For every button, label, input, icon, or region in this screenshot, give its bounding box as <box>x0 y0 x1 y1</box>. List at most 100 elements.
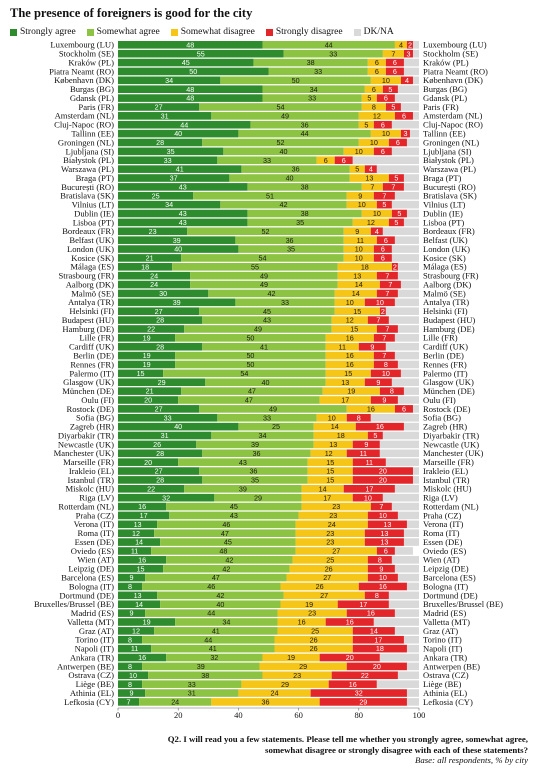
data-label: 29 <box>281 680 289 689</box>
bar-segment-strongly-disagree <box>403 49 413 58</box>
data-label: 44 <box>301 129 309 138</box>
data-label: 24 <box>271 689 279 698</box>
bar-segment-somewhat-agree <box>262 94 362 102</box>
category-label-right: Rennes (FR) <box>423 359 467 369</box>
data-label: 6 <box>375 58 379 67</box>
category-label-left: Graz (AT) <box>79 626 114 636</box>
bar-segment-somewhat-disagree <box>358 112 395 120</box>
bar-segment-strongly-agree <box>118 422 239 431</box>
data-label: 14 <box>370 626 378 635</box>
data-label: 36 <box>286 236 294 245</box>
bar-segment-somewhat-agree <box>166 653 263 662</box>
data-label: 27 <box>155 467 163 476</box>
bar-segment-strongly-agree <box>118 671 149 680</box>
bar-segment-somewhat-agree <box>151 644 275 653</box>
data-label: 6 <box>393 58 397 67</box>
bar-segment-strongly-agree <box>118 209 248 218</box>
data-label: 7 <box>127 698 131 707</box>
bar-segment-dk-na <box>391 254 419 262</box>
bar-segment-dk-na <box>394 351 419 360</box>
bar-segment-strongly-agree <box>118 112 212 120</box>
bar-segment-strongly-disagree <box>346 449 380 458</box>
bar-segment-somewhat-disagree <box>295 529 365 537</box>
data-label: 15 <box>326 458 334 467</box>
category-label-right: Oulu (FI) <box>423 395 456 405</box>
category-label-right: Oviedo (ES) <box>423 546 466 556</box>
bar-segment-strongly-disagree <box>364 378 392 387</box>
bar-segment-strongly-agree <box>118 689 146 697</box>
data-label: 31 <box>188 689 196 698</box>
data-label: 34 <box>165 200 173 209</box>
category-label-left: Ankara (TR) <box>70 652 114 662</box>
data-label: 50 <box>246 351 254 360</box>
data-label: 38 <box>201 671 209 680</box>
bar-segment-strongly-disagree <box>364 165 377 173</box>
data-label: 33 <box>263 413 271 422</box>
data-label: 18 <box>337 431 345 440</box>
category-label-left: Manchester (UK) <box>54 448 115 458</box>
bar-segment-strongly-disagree <box>352 476 413 484</box>
data-label: 8 <box>128 582 132 591</box>
category-label-right: Riga (LV) <box>423 493 458 503</box>
legend-item-somewhat-disagree: Somewhat disagree <box>170 27 255 37</box>
bar-segment-dk-na <box>394 564 419 573</box>
bar-segment-somewhat-agree <box>175 334 326 342</box>
data-label: 17 <box>365 484 373 493</box>
data-label: 14 <box>319 484 327 493</box>
data-label: 45 <box>182 58 190 67</box>
bar-segment-strongly-disagree <box>388 218 404 227</box>
bar-segment-somewhat-agree <box>238 422 314 431</box>
data-label: 55 <box>251 262 259 271</box>
data-label: 20 <box>346 653 354 662</box>
bar-segment-strongly-disagree <box>319 653 380 662</box>
x-tick-label: 20 <box>174 710 183 720</box>
legend-item-dk-na: DK/NA <box>353 27 394 37</box>
bar-segment-dk-na <box>394 236 419 244</box>
bar-segment-dk-na <box>403 218 419 227</box>
bar-segment-somewhat-agree <box>268 67 368 76</box>
bar-segment-dk-na <box>400 369 419 378</box>
data-label: 5 <box>391 103 395 112</box>
bar-segment-somewhat-disagree <box>298 511 368 520</box>
bar-segment-somewhat-disagree <box>277 618 326 626</box>
bar-segment-somewhat-disagree <box>337 280 380 289</box>
data-label: 23 <box>326 538 334 547</box>
data-label: 30 <box>159 289 167 298</box>
bar-segment-somewhat-disagree <box>316 413 347 422</box>
bar-segment-somewhat-agree <box>142 680 242 688</box>
bar-segment-strongly-agree <box>118 680 143 688</box>
bar-segment-somewhat-agree <box>178 458 308 466</box>
bar-segment-somewhat-disagree <box>352 218 389 227</box>
bar-segment-somewhat-disagree <box>238 689 311 697</box>
data-label: 6 <box>375 67 379 76</box>
data-label: 23 <box>293 671 301 680</box>
data-label: 33 <box>314 67 322 76</box>
bar-segment-strongly-agree <box>118 103 200 111</box>
data-label: 4 <box>399 40 403 49</box>
data-label: 8 <box>372 103 376 112</box>
bar-segment-somewhat-agree <box>247 218 353 227</box>
bar-segment-dk-na <box>400 280 419 289</box>
category-label-right: Valletta (MT) <box>423 617 470 627</box>
data-label: 6 <box>396 138 400 147</box>
bar-segment-somewhat-agree <box>154 627 278 635</box>
bar-segment-dk-na <box>394 94 419 102</box>
data-label: 33 <box>263 156 271 165</box>
bar-segment-strongly-disagree <box>319 698 407 706</box>
data-label: 13 <box>365 174 373 183</box>
bar-segment-somewhat-agree <box>196 440 314 449</box>
data-label: 16 <box>367 609 375 618</box>
bar-segment-strongly-agree <box>118 58 254 67</box>
data-label: 7 <box>388 280 392 289</box>
bar-segment-somewhat-agree <box>163 369 326 378</box>
data-label: 6 <box>381 245 385 254</box>
category-label-right: München (DE) <box>423 386 475 396</box>
category-label-right: Liège (BE) <box>423 679 462 689</box>
bar-segment-strongly-agree <box>118 547 152 555</box>
data-label: 16 <box>298 618 306 627</box>
bar-segment-dk-na <box>406 662 419 671</box>
data-label: 40 <box>261 378 269 387</box>
data-label: 20 <box>379 476 387 485</box>
bar-segment-strongly-agree <box>118 405 200 413</box>
bar-segment-somewhat-disagree <box>280 582 359 591</box>
